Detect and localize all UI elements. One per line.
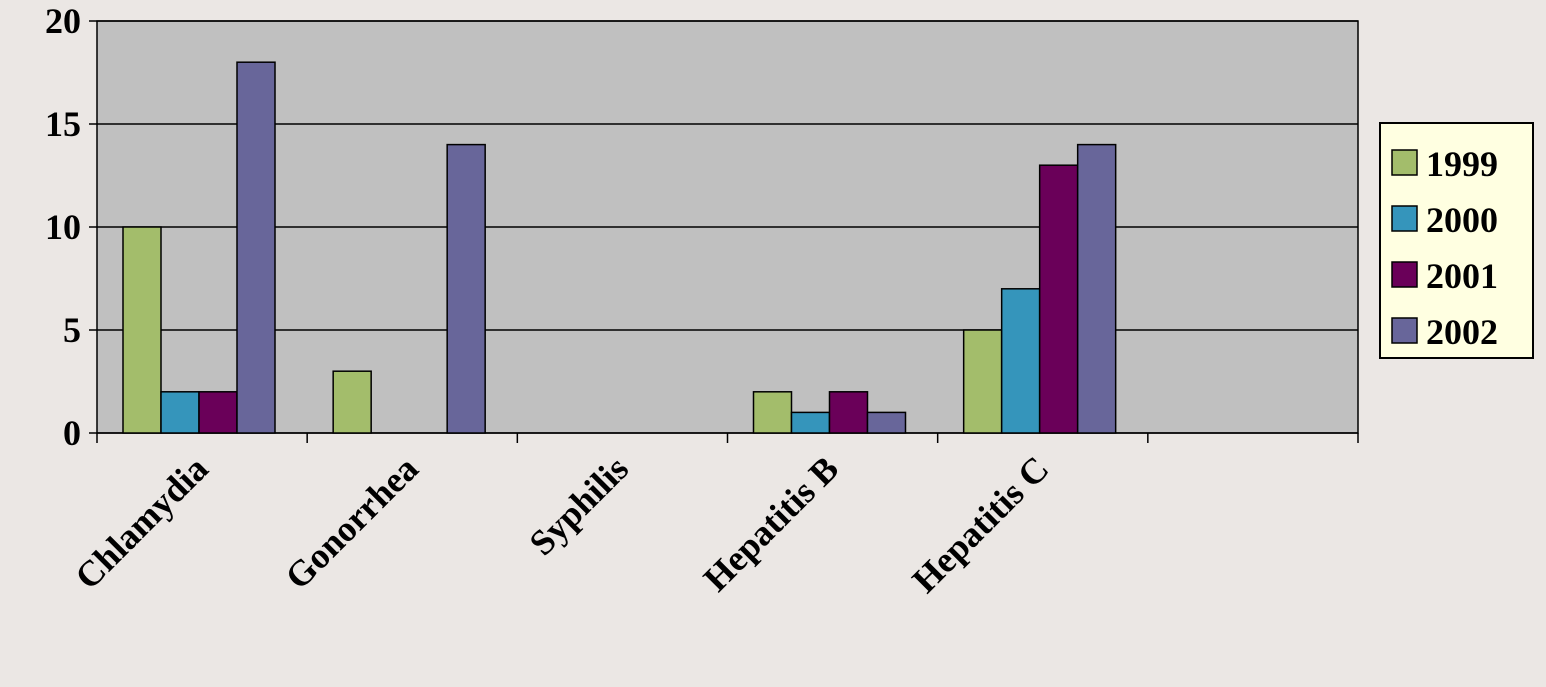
legend-label-2000: 2000 xyxy=(1426,200,1498,240)
legend-swatch-1999 xyxy=(1391,149,1418,176)
bars xyxy=(122,61,1117,434)
legend-label-1999: 1999 xyxy=(1426,144,1498,184)
bar-2002-4 xyxy=(1076,143,1117,434)
legend-swatch-2001 xyxy=(1391,261,1418,288)
bar-2000-0 xyxy=(160,391,200,434)
x-tick-label: Chlamydia xyxy=(67,448,216,597)
plot-area xyxy=(96,20,1359,434)
bar-2001-4 xyxy=(1038,164,1079,434)
legend: 1999 2000 2001 2002 xyxy=(1379,122,1534,359)
x-tick-label: Hepatitis C xyxy=(904,448,1056,600)
y-tick-label: 10 xyxy=(45,207,81,247)
x-tick-label: Syphilis xyxy=(521,448,636,563)
legend-swatch-2002 xyxy=(1391,317,1418,344)
x-tick-label: Hepatitis B xyxy=(696,448,847,599)
bar-2002-0 xyxy=(236,61,276,434)
bar-2000-3 xyxy=(790,411,831,434)
y-tick-label: 15 xyxy=(45,104,81,144)
legend-label-2001: 2001 xyxy=(1426,256,1498,296)
bar-2001-0 xyxy=(198,391,238,434)
y-tick-label: 5 xyxy=(63,310,81,350)
x-tick-label: Gonorrhea xyxy=(277,448,425,596)
y-tick-label: 20 xyxy=(45,1,81,41)
bar-2001-3 xyxy=(828,391,869,434)
bar-1999-4 xyxy=(962,329,1003,434)
legend-swatch-2000 xyxy=(1391,205,1418,232)
bar-2000-4 xyxy=(1000,288,1041,434)
bar-2002-3 xyxy=(866,411,907,434)
bar-1999-1 xyxy=(332,370,372,434)
legend-label-2002: 2002 xyxy=(1426,312,1498,352)
bar-1999-0 xyxy=(122,226,162,434)
y-tick-label: 0 xyxy=(63,413,81,453)
bar-1999-3 xyxy=(752,391,793,434)
bar-2002-1 xyxy=(446,143,486,434)
